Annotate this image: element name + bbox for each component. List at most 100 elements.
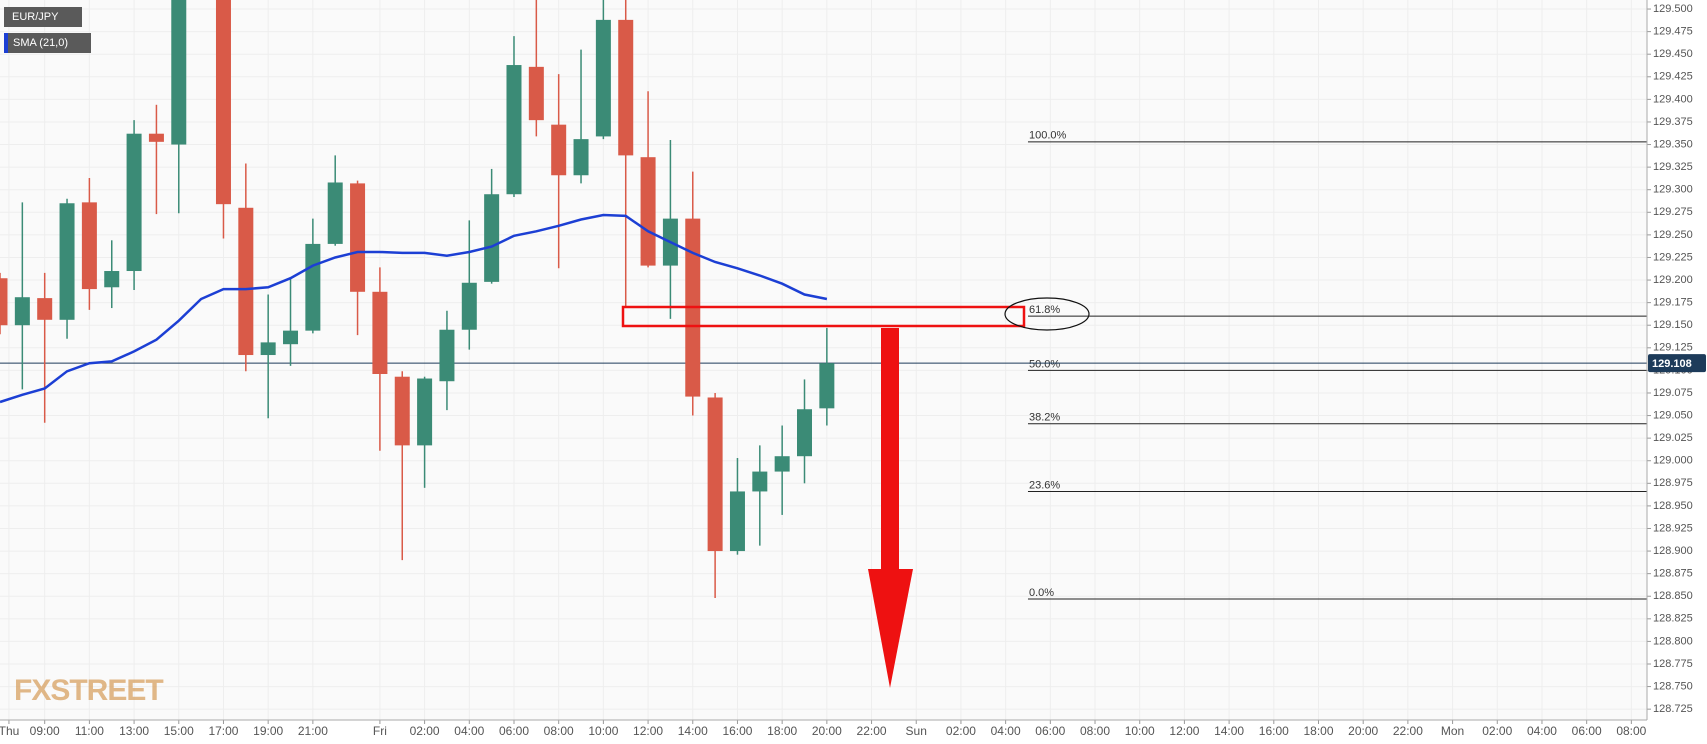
y-tick-label: 128.775 [1653, 658, 1693, 670]
x-tick-label: 02:00 [1482, 724, 1512, 738]
y-tick-label: 128.925 [1653, 522, 1693, 534]
y-tick-label: 128.850 [1653, 590, 1693, 602]
x-tick-label: 14:00 [678, 724, 708, 738]
legend-sma-box [4, 33, 91, 53]
overlay: 129.108 EUR/JPY SMA (21,0) FXSTREET [4, 7, 1706, 707]
candle-body [148, 133, 164, 142]
y-tick-label: 129.175 [1653, 297, 1693, 309]
legend-sma: SMA (21,0) [13, 37, 68, 49]
candle-body [573, 139, 589, 176]
candle-body [37, 298, 53, 320]
x-tick-label: Mon [1441, 724, 1464, 738]
x-tick-label: 20:00 [1348, 724, 1378, 738]
watermark: FXSTREET [14, 674, 163, 707]
x-tick-label: 08:00 [1080, 724, 1110, 738]
y-tick-label: 128.875 [1653, 568, 1693, 580]
x-tick-label: 21:00 [298, 724, 328, 738]
candle-body [171, 0, 187, 145]
y-tick-label: 129.250 [1653, 229, 1693, 241]
x-tick-label: 10:00 [588, 724, 618, 738]
candle-body [394, 376, 410, 446]
y-tick-label: 129.450 [1653, 48, 1693, 60]
sma-line [0, 213, 828, 404]
fib-label: 61.8% [1029, 304, 1060, 316]
candle-body [729, 491, 745, 552]
candle-body [595, 19, 611, 137]
y-tick-label: 129.475 [1653, 26, 1693, 38]
candle-body [707, 397, 723, 552]
candle-body [752, 471, 768, 492]
fib-label: 38.2% [1029, 412, 1060, 424]
candle-body [126, 133, 142, 272]
y-tick-label: 129.500 [1653, 3, 1693, 15]
x-tick-label: 02:00 [946, 724, 976, 738]
y-tick-label: 129.225 [1653, 251, 1693, 263]
y-tick-label: 129.325 [1653, 161, 1693, 173]
x-tick-label: 08:00 [1616, 724, 1646, 738]
y-tick-label: 129.200 [1653, 274, 1693, 286]
candle-body [14, 297, 30, 326]
y-tick-label: 129.150 [1653, 319, 1693, 331]
y-tick-label: 129.375 [1653, 116, 1693, 128]
x-tick-label: Fri [373, 724, 387, 738]
x-tick-label: 12:00 [633, 724, 663, 738]
candle-body [417, 378, 433, 446]
x-tick-label: 12:00 [1169, 724, 1199, 738]
legend-symbol: EUR/JPY [12, 11, 59, 23]
x-tick-label: 16:00 [1259, 724, 1289, 738]
candle-body [506, 65, 522, 195]
x-tick-label: 06:00 [1572, 724, 1602, 738]
x-tick-label: 13:00 [119, 724, 149, 738]
legend-symbol-box [4, 7, 82, 27]
x-tick-label: 04:00 [454, 724, 484, 738]
x-tick-label: 16:00 [722, 724, 752, 738]
y-tick-label: 129.000 [1653, 455, 1693, 467]
x-tick-label: Thu [0, 724, 19, 738]
candle-body [238, 207, 254, 356]
fib-label: 50.0% [1029, 358, 1060, 370]
candle-body [350, 183, 366, 292]
candle-body [439, 329, 455, 382]
candle-body [59, 203, 75, 320]
x-tick-label: 18:00 [767, 724, 797, 738]
x-tick-label: 22:00 [857, 724, 887, 738]
fib-label: 23.6% [1029, 479, 1060, 491]
x-tick-label: Sun [906, 724, 927, 738]
y-tick-label: 128.975 [1653, 477, 1693, 489]
y-tick-label: 128.725 [1653, 703, 1693, 715]
y-tick-label: 129.425 [1653, 71, 1693, 83]
candle-body [283, 330, 299, 345]
y-tick-label: 128.950 [1653, 500, 1693, 512]
candle-body [327, 182, 343, 244]
y-tick-label: 129.350 [1653, 138, 1693, 150]
x-tick-label: 19:00 [253, 724, 283, 738]
x-tick-label: 18:00 [1303, 724, 1333, 738]
x-tick-label: 06:00 [1035, 724, 1065, 738]
level-circle [1004, 297, 1090, 331]
y-tick-label: 129.075 [1653, 387, 1693, 399]
x-tick-label: 17:00 [208, 724, 238, 738]
x-tick-label: 08:00 [544, 724, 574, 738]
candle-body [484, 194, 500, 282]
candle-body [640, 157, 656, 266]
y-tick-label: 129.050 [1653, 409, 1693, 421]
x-tick-label: 11:00 [75, 724, 104, 738]
y-tick-label: 129.125 [1653, 342, 1693, 354]
fib-label: 100.0% [1029, 130, 1067, 142]
y-tick-label: 129.275 [1653, 206, 1693, 218]
y-tick-label: 128.900 [1653, 545, 1693, 557]
y-tick-label: 128.800 [1653, 635, 1693, 647]
x-tick-label: 14:00 [1214, 724, 1244, 738]
zone-box [621, 305, 1026, 328]
plot-area [0, 0, 1647, 720]
x-tick-label: 20:00 [812, 724, 842, 738]
arrow-shaft [881, 328, 899, 570]
x-tick-label: 10:00 [1125, 724, 1155, 738]
candle-body [551, 124, 567, 176]
y-tick-label: 128.825 [1653, 613, 1693, 625]
y-tick-label: 129.025 [1653, 432, 1693, 444]
x-tick-label: 15:00 [164, 724, 194, 738]
